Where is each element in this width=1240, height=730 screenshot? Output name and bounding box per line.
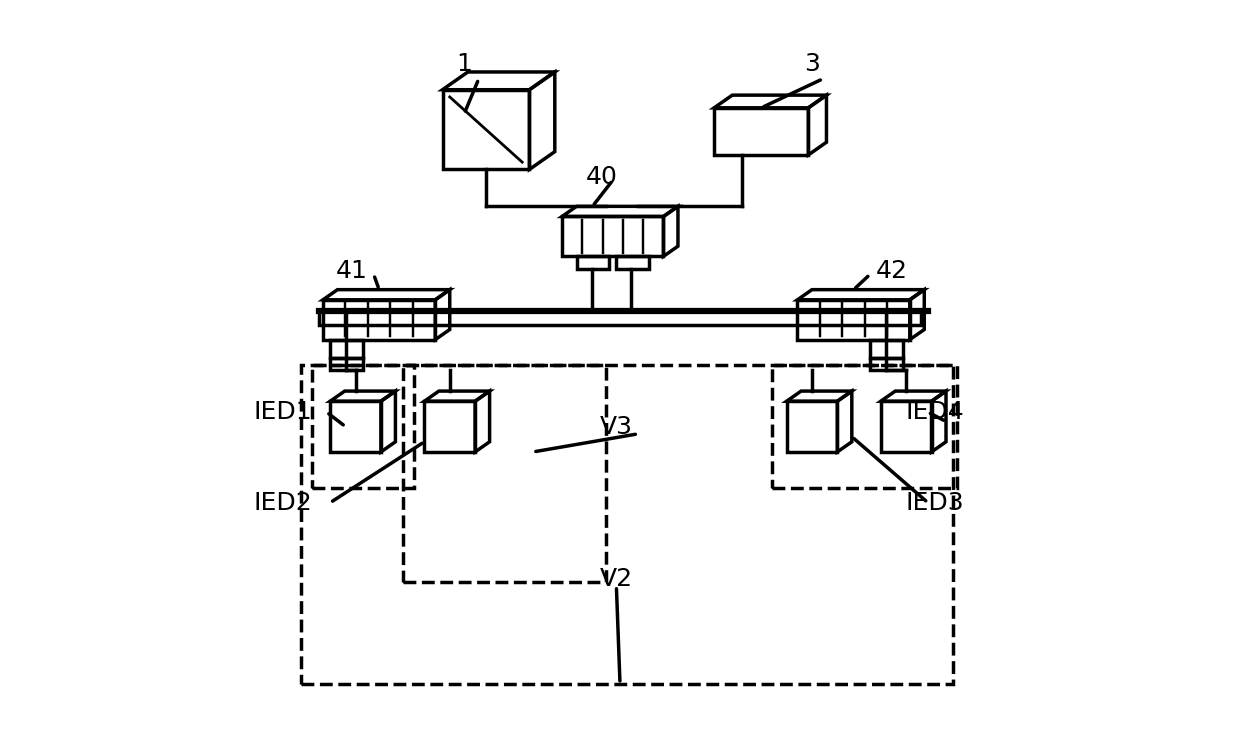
Text: IED1: IED1 bbox=[254, 400, 312, 424]
Text: IED2: IED2 bbox=[254, 491, 312, 515]
Text: 40: 40 bbox=[587, 165, 618, 188]
Text: V2: V2 bbox=[600, 566, 632, 591]
Text: 42: 42 bbox=[875, 259, 908, 283]
Text: IED3: IED3 bbox=[906, 491, 965, 515]
Text: 41: 41 bbox=[336, 259, 368, 283]
Text: V3: V3 bbox=[600, 415, 632, 439]
Text: IED4: IED4 bbox=[905, 400, 965, 424]
Text: 1: 1 bbox=[456, 53, 472, 77]
Text: 3: 3 bbox=[804, 53, 820, 77]
